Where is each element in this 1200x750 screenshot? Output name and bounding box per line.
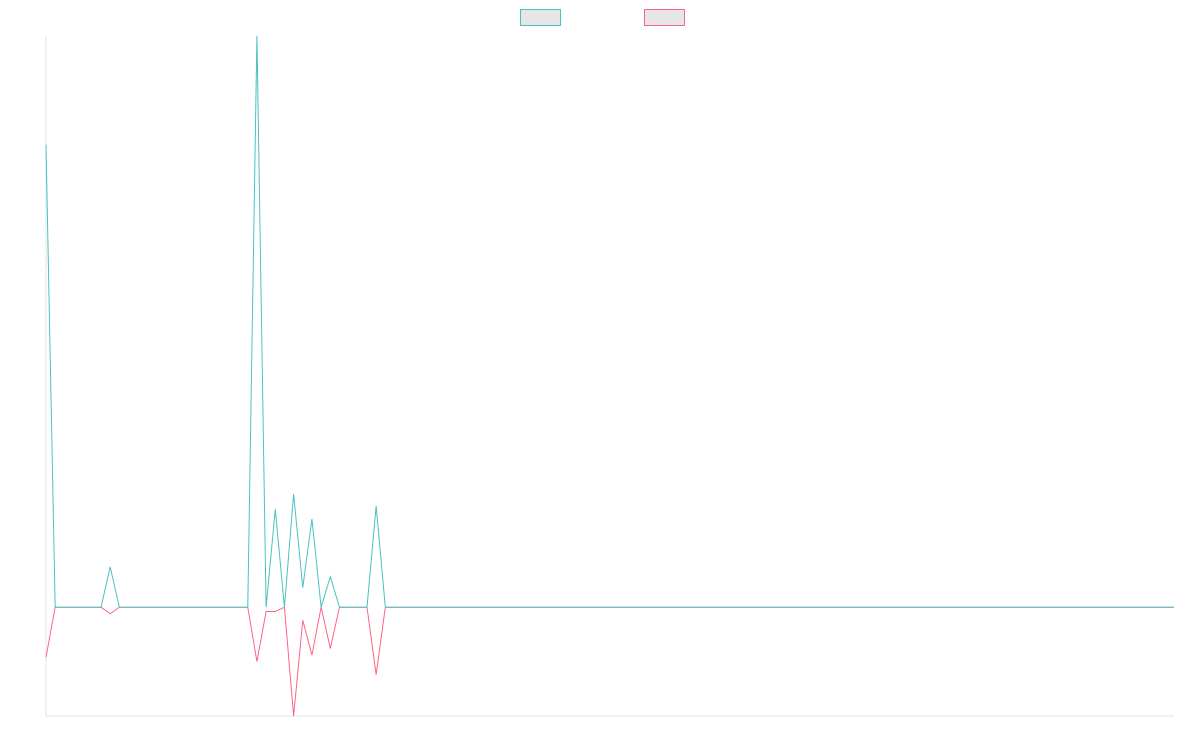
series-line-1	[45, 35, 1174, 608]
legend[interactable]	[520, 9, 685, 26]
series-line-2	[45, 606, 1174, 717]
series-layer	[45, 35, 1174, 717]
legend-swatch-1[interactable]	[520, 9, 561, 26]
axes	[45, 36, 1174, 717]
legend-swatch-2[interactable]	[644, 9, 685, 26]
